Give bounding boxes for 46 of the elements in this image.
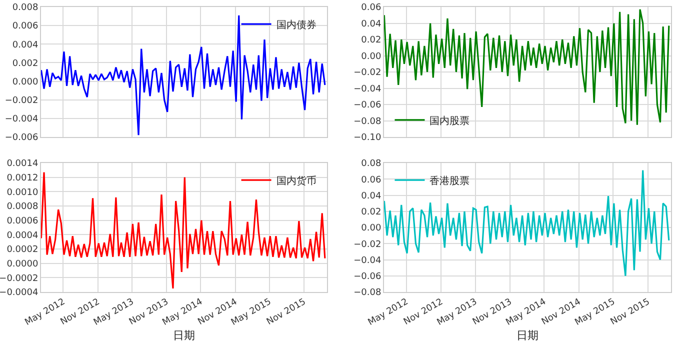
y-tick-label: 0.00 [361, 224, 382, 234]
y-tick-label: −0.02 [354, 68, 382, 78]
y-tick-label: 0.0006 [6, 216, 38, 226]
legend-label: 国内货币 [276, 174, 316, 187]
y-tick-label: −0.04 [354, 84, 382, 94]
y-tick-label: −0.02 [354, 240, 382, 250]
y-tick-label: 0.0010 [6, 188, 38, 198]
y-tick-label: 0.04 [361, 19, 382, 30]
y-tick-label: 0.04 [361, 191, 382, 202]
y-tick-label: −0.10 [354, 133, 382, 144]
y-tick-label: −0.06 [354, 100, 382, 111]
x-axis-title: 日期 [516, 329, 538, 342]
y-tick-label: 0.02 [361, 208, 382, 218]
legend-label: 国内股票 [430, 114, 470, 127]
line-series [384, 169, 670, 277]
line-series [41, 172, 326, 290]
y-tick-label: 0.0014 [6, 159, 38, 170]
y-tick-label: 0.06 [361, 175, 382, 186]
y-tick-label: 0.0012 [6, 173, 38, 184]
y-tick-label: 0.0002 [6, 245, 38, 256]
y-tick-label: −0.06 [354, 272, 382, 282]
y-tick-label: −0.08 [354, 116, 382, 127]
y-tick-label: −0.004 [4, 114, 38, 125]
y-tick-label: −0.08 [354, 288, 382, 298]
x-axis-title: 日期 [173, 329, 195, 342]
y-tick-label: 0.00 [361, 52, 382, 62]
y-tick-label: 0.06 [361, 3, 382, 14]
y-tick-label: 0.008 [12, 3, 38, 14]
y-tick-label: −0.0004 [0, 288, 38, 298]
line-series [384, 8, 670, 126]
y-tick-label: 0.08 [361, 159, 382, 170]
line-series [41, 14, 326, 136]
legend-label: 香港股票 [430, 174, 470, 187]
legend-label: 国内债券 [276, 19, 316, 31]
y-tick-label: −0.04 [354, 256, 382, 266]
y-tick-label: −0.0002 [0, 274, 38, 284]
y-tick-label: −0.002 [4, 96, 38, 106]
y-tick-label: −0.006 [4, 133, 38, 144]
y-tick-label: 0.002 [12, 58, 38, 69]
y-tick-label: 0.0000 [6, 259, 38, 270]
y-tick-label: 0.004 [12, 40, 38, 50]
y-tick-label: 0.02 [361, 36, 382, 46]
y-tick-label: 0.0004 [6, 230, 38, 241]
y-tick-label: 0.006 [12, 22, 38, 32]
y-tick-label: 0.000 [12, 77, 38, 88]
y-tick-label: 0.0008 [6, 202, 38, 212]
